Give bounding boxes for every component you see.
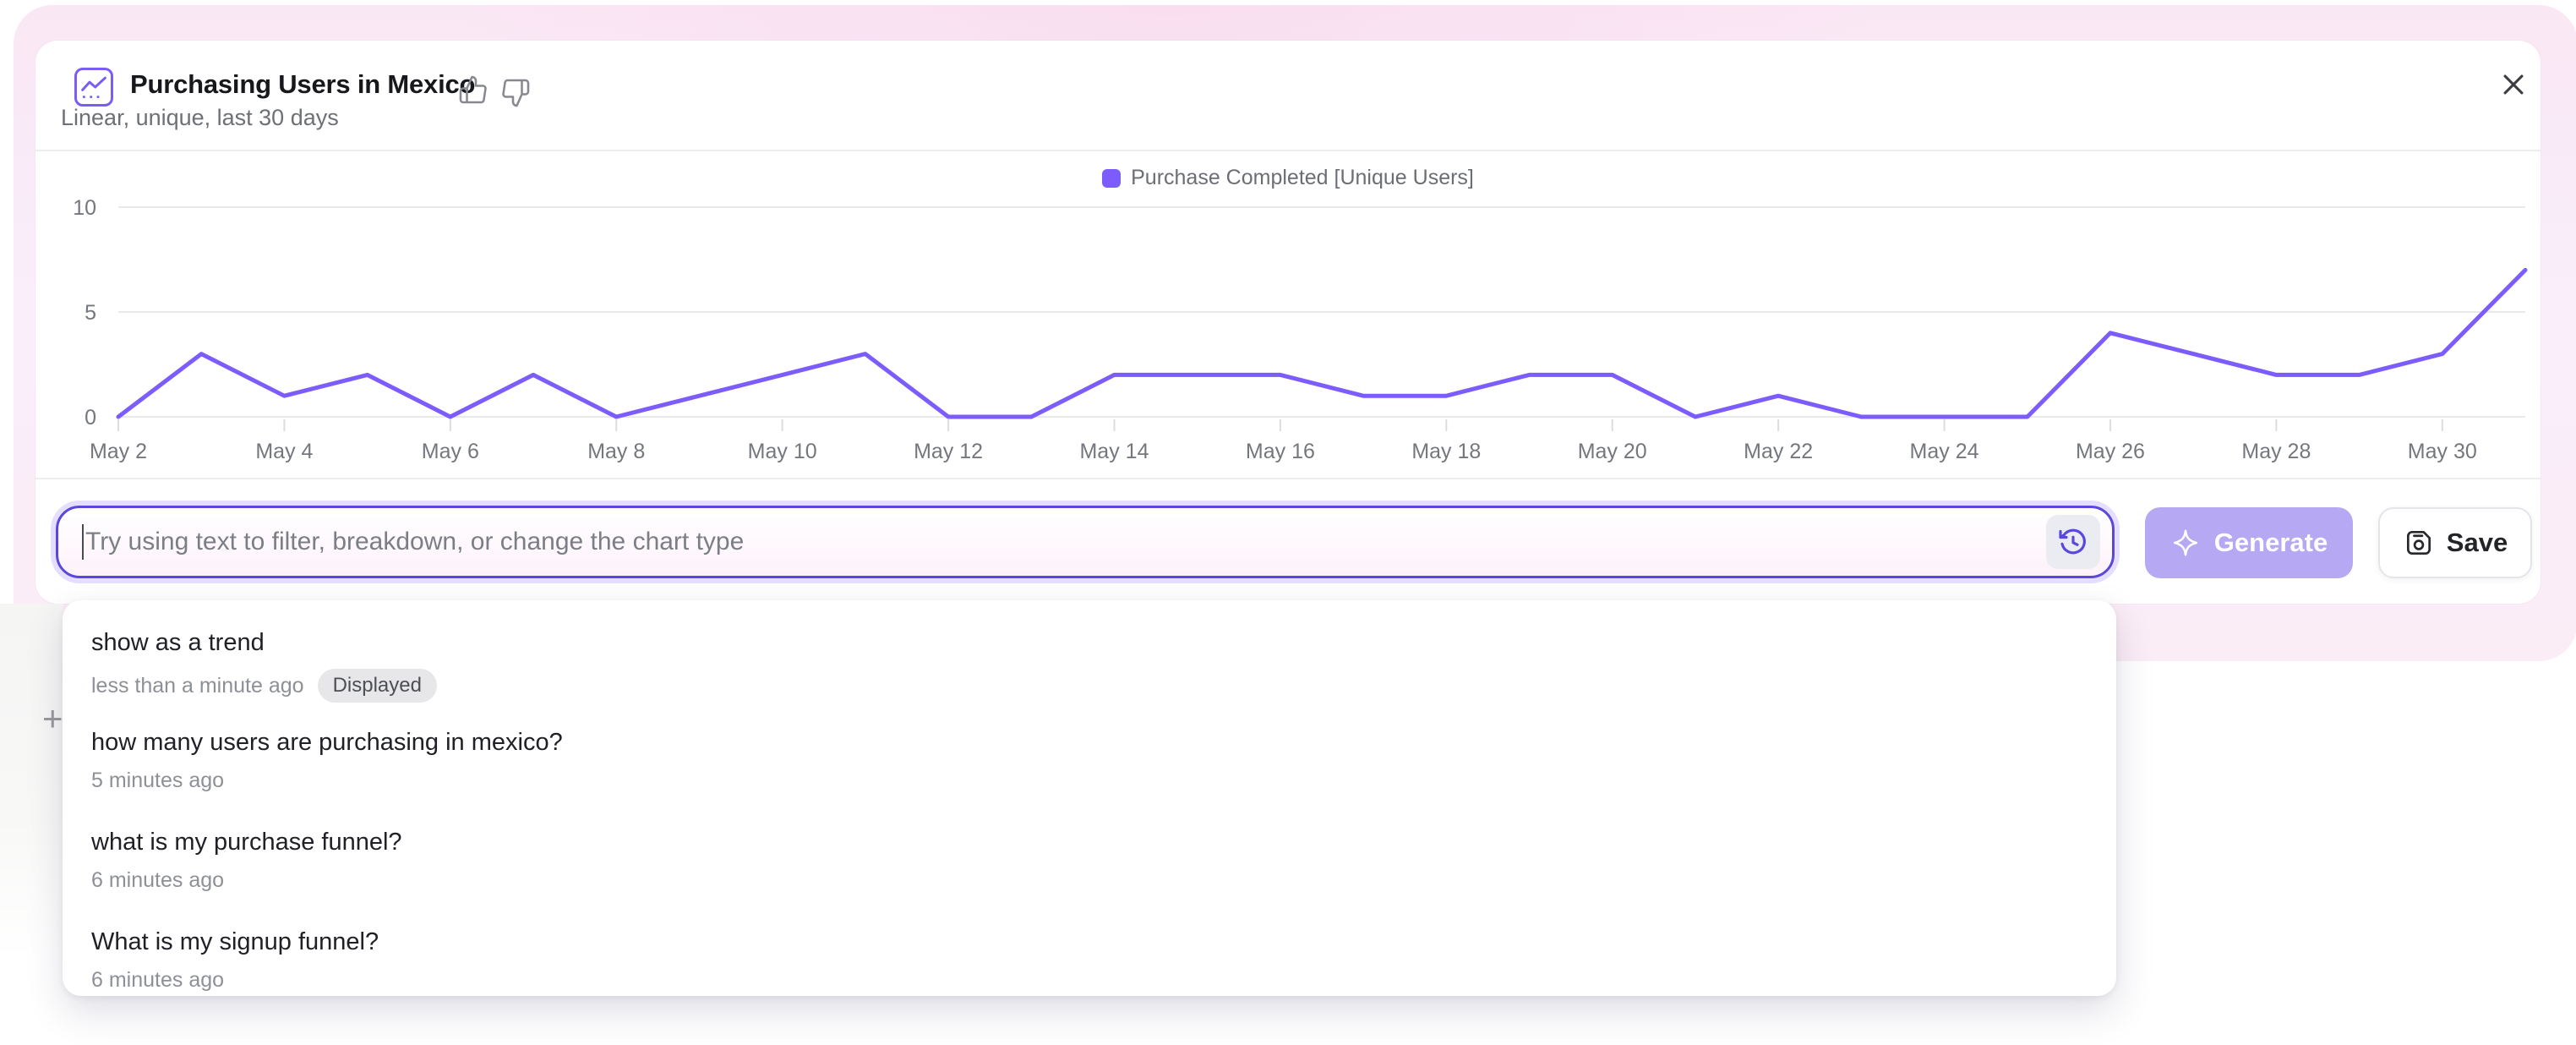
save-label: Save [2446,528,2508,557]
svg-text:May 26: May 26 [2076,440,2145,463]
page-title: Purchasing Users in Mexico [130,69,476,99]
chart-card: Purchasing Users in Mexico Linear, uniqu… [35,41,2541,604]
legend-swatch [1102,168,1122,188]
header-divider [35,150,2541,151]
history-icon [2059,528,2086,555]
history-query: how many users are purchasing in mexico? [91,729,563,756]
svg-text:May 16: May 16 [1246,440,1315,463]
svg-text:5: 5 [85,301,96,325]
sparkle-icon [2173,529,2197,556]
add-plus-glyph[interactable]: + [42,698,63,738]
thumbs-down-icon[interactable] [500,78,531,108]
svg-text:May 10: May 10 [748,440,817,463]
history-query: show as a trend [91,629,265,656]
svg-text:May 4: May 4 [255,440,313,463]
background-strip [0,604,63,959]
generate-button[interactable]: Generate [2145,507,2353,578]
text-caret [82,524,84,560]
generate-label: Generate [2213,528,2328,557]
chart-subtitle: Linear, unique, last 30 days [61,105,339,130]
history-timestamp: less than a minute ago [91,673,304,698]
svg-text:May 12: May 12 [914,440,983,463]
chart-legend: Purchase Completed [Unique Users] [35,166,2541,190]
save-icon [2406,530,2431,555]
svg-text:May 6: May 6 [422,440,479,463]
history-timestamp: 5 minutes ago [91,769,225,792]
svg-text:0: 0 [85,406,96,429]
chart-bottom-divider [35,478,2541,479]
svg-text:May 30: May 30 [2408,440,2477,463]
history-timestamp: 6 minutes ago [91,868,225,892]
history-timestamp: 6 minutes ago [91,968,225,992]
svg-text:May 24: May 24 [1910,440,1979,463]
save-button[interactable]: Save [2378,507,2532,578]
history-button[interactable] [2046,515,2100,569]
close-icon[interactable] [2491,63,2535,107]
history-query: What is my signup funnel? [91,928,379,955]
history-item[interactable]: show as a trend less than a minute ago D… [63,622,2116,710]
svg-text:May 28: May 28 [2241,440,2311,463]
line-chart-icon [74,68,113,107]
svg-text:May 20: May 20 [1578,440,1647,463]
svg-text:May 2: May 2 [90,440,147,463]
history-dropdown: show as a trend less than a minute ago D… [63,600,2116,996]
displayed-badge: Displayed [317,669,437,703]
ai-prompt-field[interactable] [56,506,2115,578]
svg-text:May 22: May 22 [1744,440,1813,463]
ai-prompt-input[interactable] [58,508,2112,576]
history-item[interactable]: What is my signup funnel? 6 minutes ago [63,922,2116,1009]
legend-label: Purchase Completed [Unique Users] [1131,166,1474,189]
history-item[interactable]: how many users are purchasing in mexico?… [63,722,2116,810]
history-item[interactable]: what is my purchase funnel? 6 minutes ag… [63,822,2116,910]
svg-text:May 8: May 8 [587,440,645,463]
svg-text:10: 10 [73,196,96,220]
history-query: what is my purchase funnel? [91,829,402,856]
svg-text:May 18: May 18 [1411,440,1481,463]
svg-text:May 14: May 14 [1079,440,1149,463]
line-chart-plot[interactable]: 0 5 10 May 2 May 4 May 6 May 8 May 10 May 12 May … [35,159,2541,514]
thumbs-up-icon[interactable] [458,74,488,105]
